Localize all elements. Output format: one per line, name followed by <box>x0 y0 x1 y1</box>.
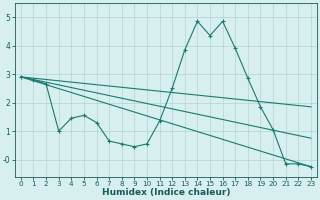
X-axis label: Humidex (Indice chaleur): Humidex (Indice chaleur) <box>102 188 230 197</box>
